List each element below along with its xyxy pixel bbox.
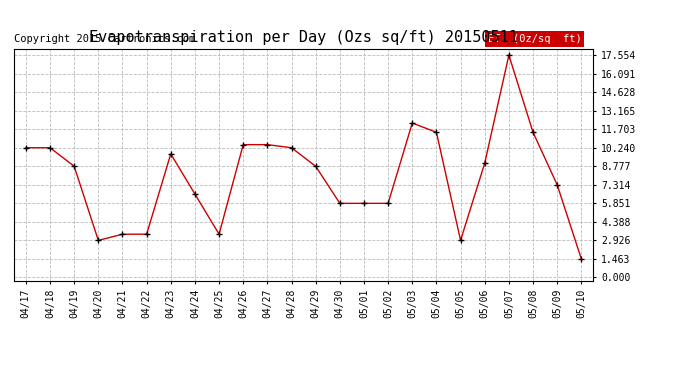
Text: ET  (0z/sq  ft): ET (0z/sq ft) <box>488 34 582 44</box>
Title: Evapotranspiration per Day (Ozs sq/ft) 20150511: Evapotranspiration per Day (Ozs sq/ft) 2… <box>89 30 518 45</box>
Text: Copyright 2015 Cartronics.com: Copyright 2015 Cartronics.com <box>14 34 195 44</box>
